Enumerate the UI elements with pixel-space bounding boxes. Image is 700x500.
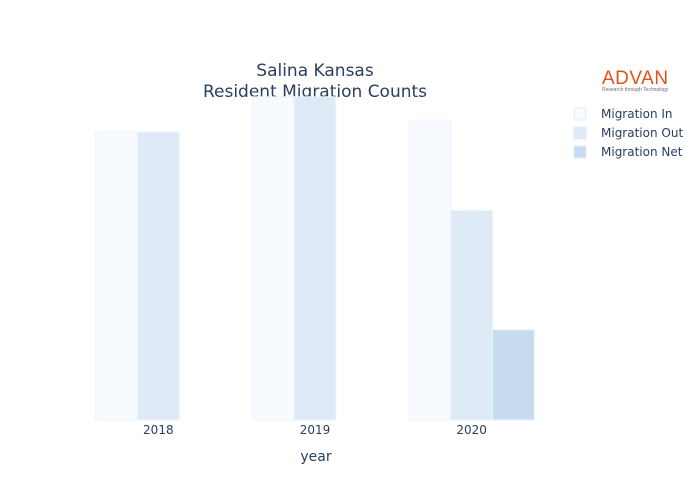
x-tick-label-2020: 2020 bbox=[456, 423, 487, 437]
x-tick-label-2018: 2018 bbox=[143, 423, 174, 437]
legend-swatch bbox=[573, 145, 587, 159]
legend-label: Migration Net bbox=[601, 145, 683, 159]
legend-swatch bbox=[573, 126, 587, 140]
bar-migration-out-2018[interactable] bbox=[136, 131, 180, 421]
bars-layer bbox=[95, 96, 535, 421]
legend-swatch bbox=[573, 107, 587, 121]
legend-item-migration-in[interactable]: Migration In bbox=[573, 107, 673, 121]
bar-migration-out-2019[interactable] bbox=[293, 96, 337, 421]
bar-migration-in-2018[interactable] bbox=[95, 131, 138, 421]
legend-item-migration-out[interactable]: Migration Out bbox=[573, 126, 683, 140]
legend[interactable]: Migration In Migration Out Migration Net bbox=[573, 107, 683, 159]
legend-label: Migration Out bbox=[601, 126, 683, 140]
advan-logo: ADVAN Research through Technology bbox=[602, 68, 669, 93]
bar-migration-net-2020[interactable] bbox=[492, 329, 535, 421]
bar-migration-out-2020[interactable] bbox=[450, 209, 494, 421]
x-tick-labels: 2018 2019 2020 bbox=[143, 423, 487, 437]
legend-item-migration-net[interactable]: Migration Net bbox=[573, 145, 683, 159]
advan-logo-tagline: Research through Technology bbox=[602, 87, 669, 93]
advan-logo-wordmark: ADVAN bbox=[602, 68, 669, 89]
x-tick-label-2019: 2019 bbox=[300, 423, 331, 437]
bar-migration-in-2020[interactable] bbox=[408, 119, 452, 421]
chart-title-line-1: Salina Kansas bbox=[256, 61, 374, 81]
legend-label: Migration In bbox=[601, 107, 673, 121]
bar-migration-in-2019[interactable] bbox=[251, 96, 295, 421]
x-axis-title: year bbox=[300, 449, 331, 465]
